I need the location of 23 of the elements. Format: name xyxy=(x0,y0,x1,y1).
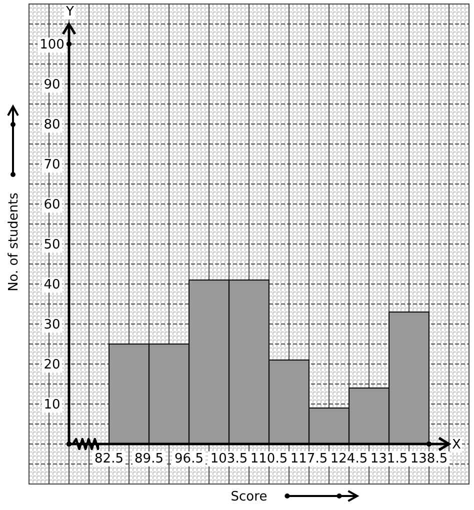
y-tick-label: 30 xyxy=(44,318,60,333)
x-tick-label: 89.5 xyxy=(134,451,164,466)
y-tick-label: 80 xyxy=(44,118,60,133)
y-tick-label: 60 xyxy=(44,198,60,213)
x-tick-label: 103.5 xyxy=(210,451,248,466)
x-tick-label: 117.5 xyxy=(290,451,328,466)
annotation: Y xyxy=(65,4,74,20)
y-tick-label: 50 xyxy=(44,238,60,253)
x-tick-label: 124.5 xyxy=(330,451,368,466)
y-tick-label: 90 xyxy=(44,78,60,93)
y-axis-title: No. of students xyxy=(6,192,22,292)
annotation: X xyxy=(452,438,461,453)
y-tick-label: 70 xyxy=(44,158,60,173)
y-tick-label: 10 xyxy=(44,398,60,413)
x-tick-label: 131.5 xyxy=(370,451,408,466)
x-axis-title: Score xyxy=(230,490,268,505)
y-tick-label: 40 xyxy=(44,278,60,293)
x-tick-label: 138.5 xyxy=(410,451,448,466)
y-tick-label: 100 xyxy=(40,38,64,53)
x-tick-label: 96.5 xyxy=(174,451,204,466)
x-tick-label: 110.5 xyxy=(250,451,288,466)
y-tick-label: 20 xyxy=(44,358,60,373)
x-tick-label: 82.5 xyxy=(94,451,124,466)
